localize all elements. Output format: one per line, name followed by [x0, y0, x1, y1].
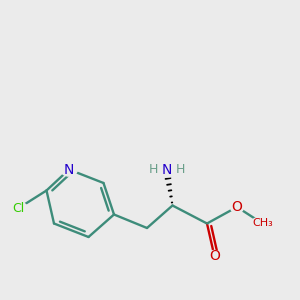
Text: H: H [175, 163, 185, 176]
Text: N: N [64, 163, 74, 176]
Ellipse shape [61, 163, 77, 176]
Text: O: O [209, 250, 220, 263]
Text: O: O [232, 200, 242, 214]
Ellipse shape [208, 250, 221, 262]
Text: H: H [148, 163, 158, 176]
Text: CH₃: CH₃ [252, 218, 273, 229]
Ellipse shape [230, 201, 244, 213]
Ellipse shape [250, 217, 274, 230]
Ellipse shape [8, 202, 28, 215]
Ellipse shape [150, 162, 183, 177]
Text: Cl: Cl [12, 202, 24, 215]
Text: N: N [161, 163, 172, 176]
